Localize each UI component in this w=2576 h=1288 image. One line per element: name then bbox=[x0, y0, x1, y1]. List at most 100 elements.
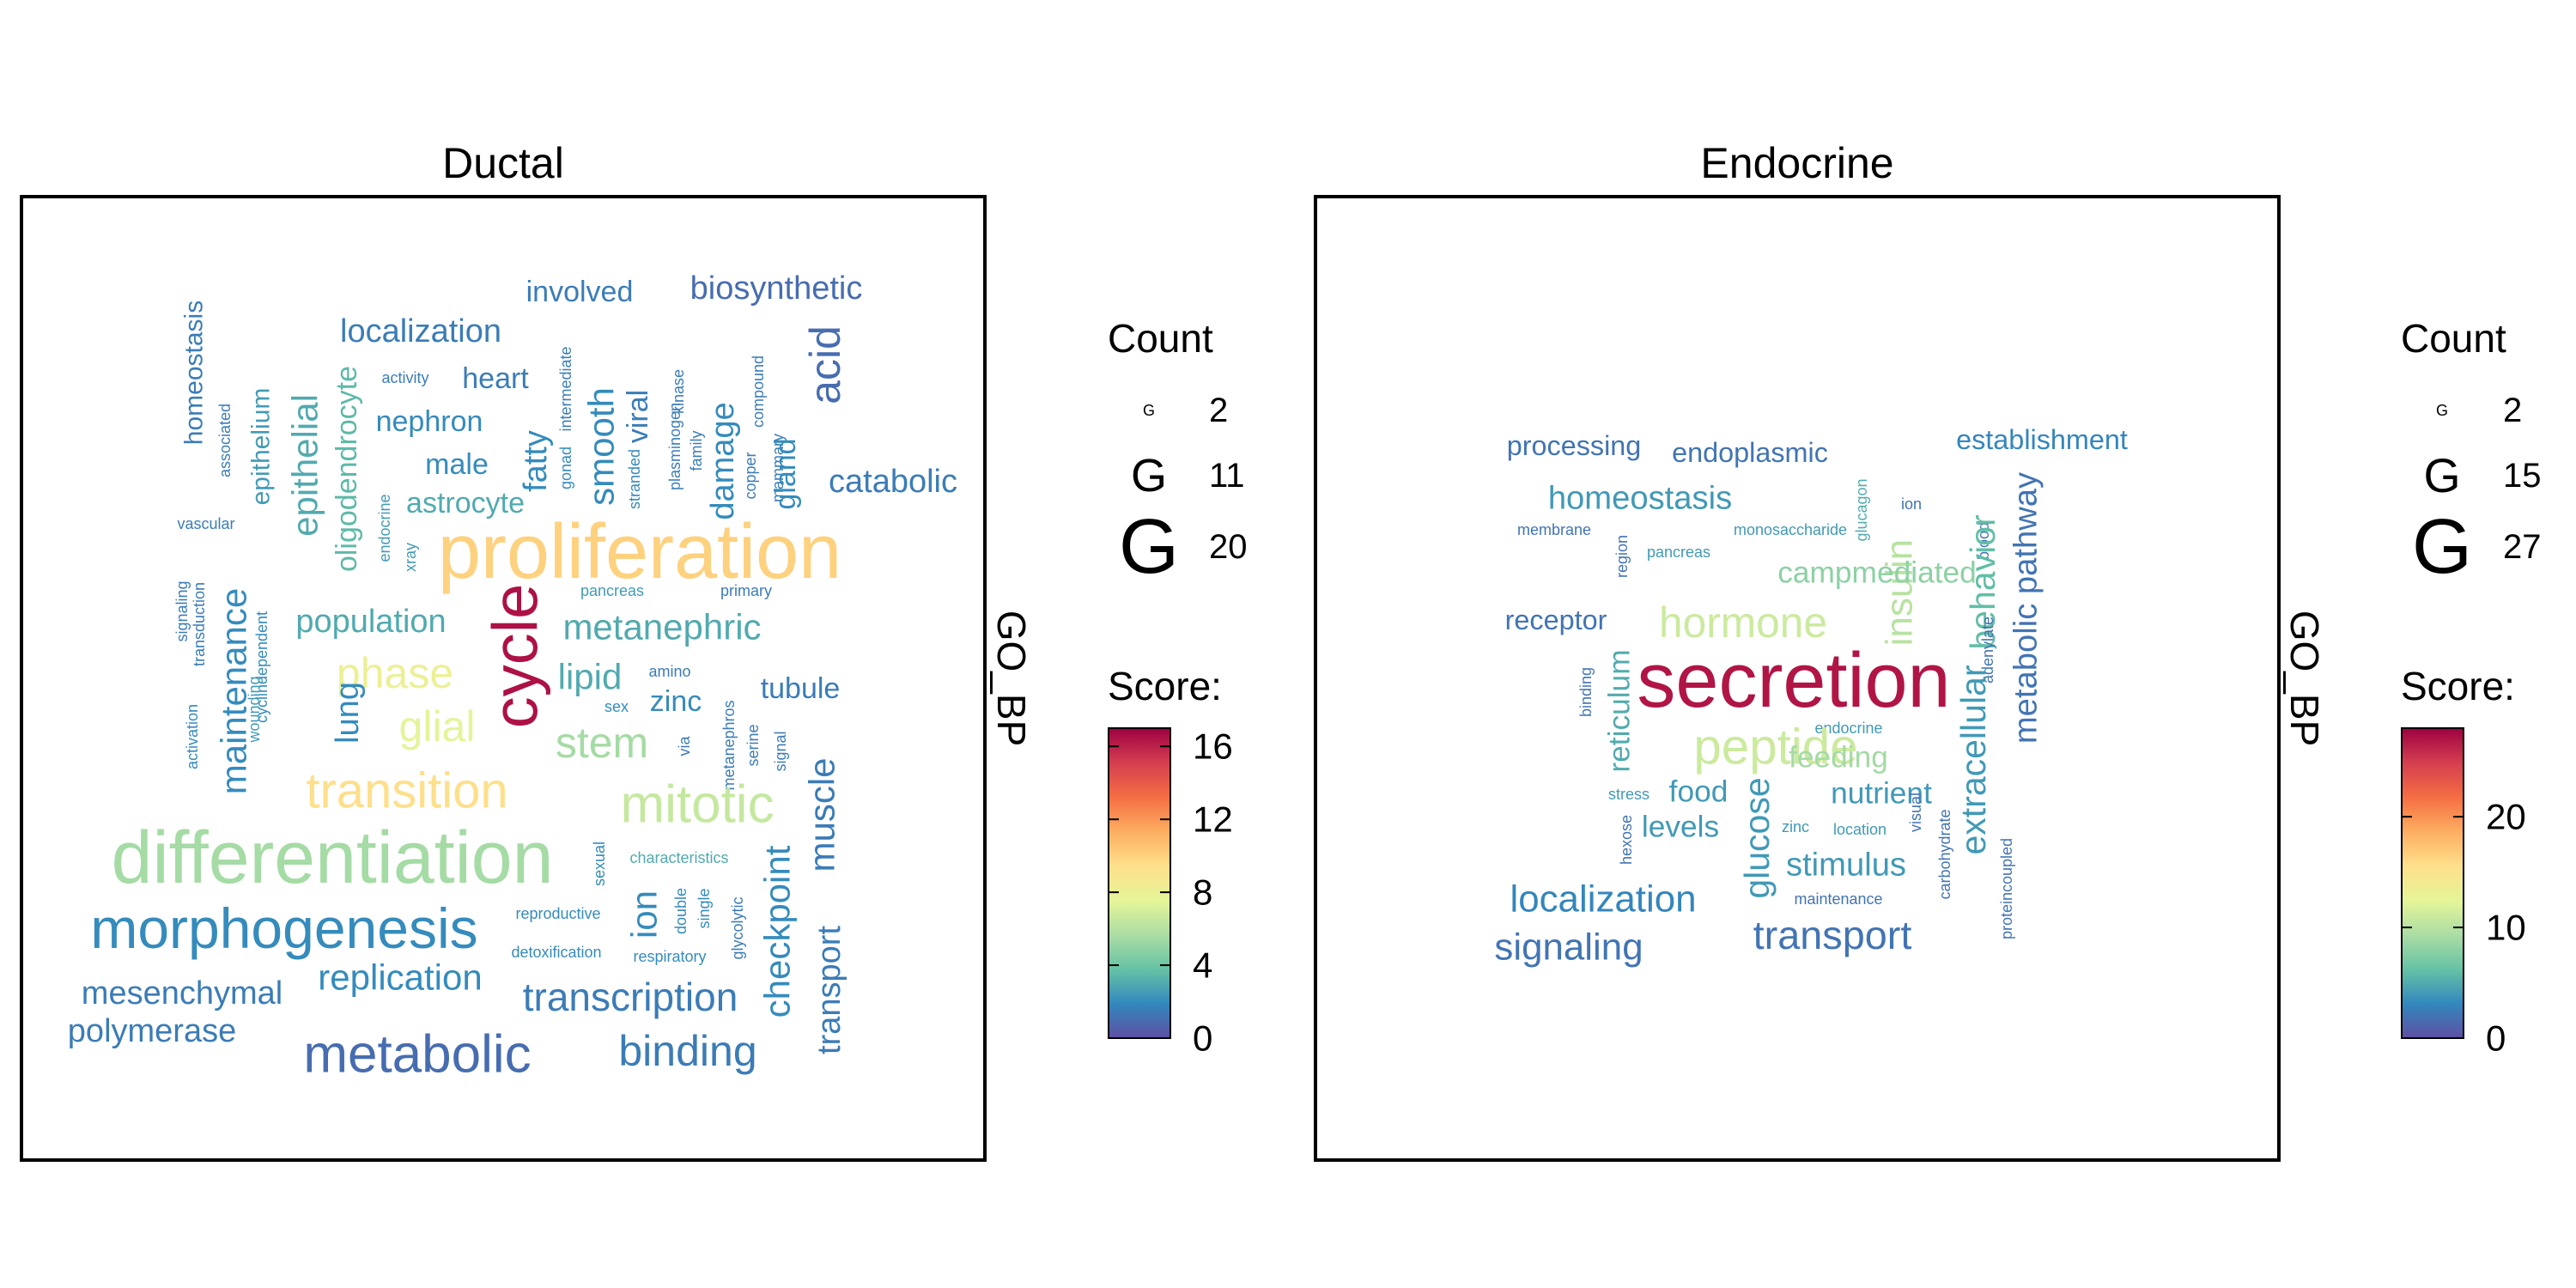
score-colorbar-ticks: 0 4 8 12 16 bbox=[1109, 726, 1233, 1059]
word-signaling: signaling bbox=[1494, 927, 1643, 969]
word-biosynthetic: biosynthetic bbox=[690, 270, 863, 307]
word-muscle: muscle bbox=[802, 757, 842, 872]
legend-ductal: Count G 2 G 11 G 20 Score: 0 4 8 12 16 bbox=[1108, 316, 1248, 1059]
word-homeostasis: homeostasis bbox=[180, 301, 209, 445]
word-stem: stem bbox=[556, 719, 648, 767]
word-vascular: vascular bbox=[177, 515, 234, 532]
word-cyclindependent: cyclindependent bbox=[253, 611, 270, 723]
score-legend-title: Score: bbox=[2401, 664, 2515, 708]
count-legend-value: 20 bbox=[1209, 528, 1248, 566]
word-heart: heart bbox=[462, 362, 529, 395]
word-catabolic: catabolic bbox=[829, 464, 957, 500]
word-adenylate: adenylate bbox=[1979, 617, 1996, 683]
word-gonad: gonad bbox=[557, 447, 574, 489]
word-activation: activation bbox=[184, 704, 201, 769]
panel-endocrine: Endocrine processing endoplasmic establish… bbox=[1314, 139, 2542, 1162]
word-mitotic: mitotic bbox=[620, 775, 774, 835]
word-binding: binding bbox=[1577, 667, 1595, 717]
legend-endocrine: Count G 2 G 15 G 27 Score: 0 10 20 bbox=[2401, 316, 2542, 1059]
word-glucose: glucose bbox=[1737, 777, 1777, 898]
count-legend-glyph: G bbox=[1143, 402, 1155, 419]
score-colorbar bbox=[2401, 727, 2464, 1039]
word-morphogenesis: morphogenesis bbox=[90, 896, 477, 960]
word-maintenance: maintenance bbox=[1794, 890, 1882, 908]
word-glucagon: glucagon bbox=[1853, 478, 1870, 541]
word-metabolic: metabolic bbox=[303, 1025, 531, 1084]
score-tick-label: 12 bbox=[1193, 799, 1233, 840]
plot-frame-ductal bbox=[20, 195, 987, 1162]
word-family: family bbox=[688, 430, 705, 471]
word-transport: transport bbox=[1753, 913, 1912, 957]
word-single: single bbox=[696, 888, 713, 928]
word-differentiation: differentiation bbox=[112, 817, 554, 899]
word-levels: levels bbox=[1642, 811, 1719, 844]
word-respiratory: respiratory bbox=[633, 948, 706, 965]
word-endoplasmic: endoplasmic bbox=[1672, 437, 1828, 468]
word-maintenance: maintenance bbox=[214, 588, 254, 795]
word-polymerase: polymerase bbox=[68, 1013, 236, 1049]
word-viral: viral bbox=[622, 390, 654, 443]
score-tick-label: 16 bbox=[1193, 726, 1233, 767]
word-transcription: transcription bbox=[523, 975, 738, 1019]
word-fatty: fatty bbox=[518, 430, 554, 492]
word-location: location bbox=[1833, 821, 1886, 838]
word-signaling: signaling bbox=[173, 580, 191, 641]
count-legend-value: 11 bbox=[1209, 457, 1245, 495]
count-legend-value: 2 bbox=[1209, 392, 1228, 429]
word-astrocyte: astrocyte bbox=[406, 487, 525, 519]
word-via: via bbox=[676, 736, 693, 756]
word-double: double bbox=[672, 888, 690, 934]
panel-title-endocrine: Endocrine bbox=[1700, 139, 1893, 187]
word-mammary: mammary bbox=[769, 434, 787, 502]
side-label-endocrine: GO_BP bbox=[2282, 611, 2327, 747]
word-male: male bbox=[425, 448, 489, 481]
word-xray: xray bbox=[402, 543, 419, 572]
panel-title-ductal: Ductal bbox=[442, 139, 564, 187]
score-tick-label: 0 bbox=[2486, 1018, 2506, 1059]
word-reproductive: reproductive bbox=[515, 905, 600, 922]
word-detoxification: detoxification bbox=[511, 944, 601, 961]
word-ion: ion bbox=[624, 890, 665, 939]
word-stranded: stranded bbox=[626, 449, 643, 509]
word-processing: processing bbox=[1507, 430, 1642, 461]
word-serine: serine bbox=[744, 724, 762, 766]
word-hexose: hexose bbox=[1618, 815, 1635, 865]
word-amino: amino bbox=[648, 663, 690, 680]
word-region: region bbox=[1613, 535, 1631, 578]
word-monosaccharide: monosaccharide bbox=[1734, 521, 1847, 538]
word-transport: transport bbox=[811, 926, 848, 1054]
word-secretion: secretion bbox=[1637, 638, 1950, 724]
word-visual: visual bbox=[1907, 793, 1924, 832]
word-proliferation: proliferation bbox=[438, 509, 841, 595]
word-metanephric: metanephric bbox=[562, 607, 761, 647]
word-localization: localization bbox=[340, 313, 501, 349]
word-peptide: peptide bbox=[1693, 720, 1857, 775]
count-legend-glyph: G bbox=[2412, 504, 2472, 590]
score-colorbar bbox=[1108, 727, 1171, 1039]
word-smooth: smooth bbox=[581, 387, 622, 506]
word-pancreas: pancreas bbox=[580, 582, 644, 599]
word-wounding: wounding bbox=[246, 676, 263, 743]
word-oligodendrocyte: oligodendrocyte bbox=[331, 366, 363, 572]
word-kinase: kinase bbox=[670, 369, 687, 414]
score-colorbar-ticks: 0 10 20 bbox=[2402, 797, 2526, 1059]
count-legend-entries: G 2 G 11 G 20 bbox=[1119, 392, 1248, 590]
word-lipid: lipid bbox=[558, 657, 623, 697]
word-carbohydrate: carbohydrate bbox=[1936, 809, 1953, 899]
count-legend-glyph: G bbox=[1119, 504, 1179, 590]
count-legend-glyph: G bbox=[1131, 450, 1167, 501]
word-homeostasis: homeostasis bbox=[1548, 480, 1732, 517]
word-primary: primary bbox=[720, 582, 772, 599]
word-feeding: feeding bbox=[1789, 741, 1888, 775]
word-endocrine: endocrine bbox=[376, 494, 393, 562]
count-legend-title: Count bbox=[1108, 316, 1213, 361]
word-transduction: transduction bbox=[191, 582, 208, 666]
word-characteristics: characteristics bbox=[629, 849, 728, 866]
word-plasminogen: plasminogen bbox=[666, 403, 683, 490]
word-zinc: zinc bbox=[650, 685, 702, 718]
word-sexual: sexual bbox=[591, 841, 608, 886]
word-reticulum: reticulum bbox=[1603, 649, 1637, 772]
word-cycle: cycle bbox=[480, 584, 551, 729]
word-establishment: establishment bbox=[1956, 424, 2128, 455]
count-legend-entries: G 2 G 15 G 27 bbox=[2412, 392, 2542, 590]
